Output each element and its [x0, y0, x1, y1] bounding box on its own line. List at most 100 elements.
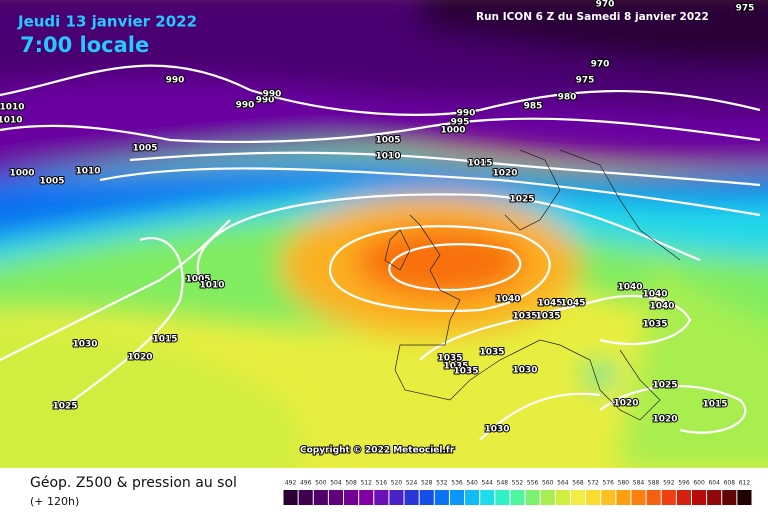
isobar-label: 1005	[132, 144, 157, 154]
copyright: Copyright © 2022 Meteociel.fr	[300, 446, 455, 456]
isobar-label: 1025	[509, 195, 534, 205]
isobar-label: 1025	[52, 402, 77, 412]
scale-label: 608	[724, 480, 736, 487]
date-text: Jeudi 13 janvier 2022	[17, 13, 197, 31]
isobar-label: 990	[256, 96, 275, 106]
scale-label: 596	[678, 480, 690, 487]
color-scale: 492 496 500 504 508 512 516 520 524 528 532 536 540 5…	[283, 480, 752, 505]
isobar-label: 1005	[185, 275, 210, 285]
scale-label: 504	[330, 480, 342, 487]
scale-swatch	[631, 490, 646, 505]
scale-label: 536	[451, 480, 463, 487]
scale-swatch	[495, 490, 510, 505]
isobar-label: 1015	[152, 335, 177, 345]
isobar-label: 1020	[127, 353, 152, 363]
scale-label: 612	[739, 480, 751, 487]
scale-label: 524	[406, 480, 418, 487]
scale-label: 520	[391, 480, 403, 487]
scale-swatch	[616, 490, 631, 505]
scale-swatch	[298, 490, 313, 505]
isobar-label: 1045	[560, 299, 585, 309]
time-text: 7:00 locale	[20, 33, 149, 57]
scale-swatch	[313, 490, 328, 505]
scale-label: 500	[315, 480, 327, 487]
isobar-label: 1020	[652, 415, 677, 425]
isobar-label: 985	[524, 102, 543, 112]
isobar-label: 1030	[512, 366, 537, 376]
isobar-label: 980	[558, 93, 577, 103]
isobar-label: 1040	[617, 283, 642, 293]
isobar-label: 990	[263, 90, 282, 100]
scale-label: 580	[618, 480, 630, 487]
scale-swatch	[434, 490, 449, 505]
isobar-label: 1015	[467, 159, 492, 169]
isobar-label: 990	[457, 109, 476, 119]
scale-label: 528	[421, 480, 433, 487]
scale-swatch	[344, 490, 359, 505]
scale-swatch	[328, 490, 344, 505]
isobar-label: 1040	[642, 290, 667, 300]
scale-label: 552	[512, 480, 524, 487]
scale-label: 556	[527, 480, 539, 487]
scale-label: 496	[300, 480, 312, 487]
coastlines	[384, 149, 681, 421]
scale-swatch	[737, 490, 752, 505]
field	[0, 0, 768, 468]
scale-label: 492	[285, 480, 297, 487]
scale-label: 532	[436, 480, 448, 487]
scale-swatch	[586, 490, 601, 505]
scale-swatch	[525, 490, 540, 505]
isobar-label: 1020	[613, 399, 638, 409]
scale-label: 572	[587, 480, 599, 487]
scale-swatch	[691, 490, 707, 505]
scale-label: 604	[708, 480, 720, 487]
scale-label: 600	[693, 480, 705, 487]
isobar-label: 970	[596, 0, 615, 10]
scale-swatch	[404, 490, 419, 505]
scale-swatch	[570, 490, 586, 505]
isobar-label: 1000	[440, 126, 465, 136]
scale-swatch	[449, 490, 465, 505]
scale-swatch	[707, 490, 722, 505]
isobar-label: 1010	[0, 103, 25, 113]
scale-label: 548	[497, 480, 509, 487]
scale-label: 588	[648, 480, 660, 487]
scale-label: 540	[466, 480, 478, 487]
isobar-label: 1045	[537, 299, 562, 309]
scale-label: 560	[542, 480, 554, 487]
isobar-lines	[0, 64, 761, 441]
isobar-label: 1010	[0, 116, 23, 126]
isobar-label: 995	[451, 118, 470, 128]
scale-label: 568	[572, 480, 584, 487]
isobar-label: 1030	[72, 340, 97, 350]
isobar-label: 975	[736, 4, 755, 14]
scale-label: 516	[376, 480, 388, 487]
isobar-label: 1035	[642, 320, 667, 330]
scale-swatch	[646, 490, 661, 505]
isobar-label: 1005	[375, 136, 400, 146]
footer-title: Géop. Z500 & pression au sol	[30, 475, 237, 491]
isobar-label: 970	[591, 60, 610, 70]
scale-swatch	[722, 490, 737, 505]
scale-label: 544	[482, 480, 494, 487]
scale-label: 576	[603, 480, 615, 487]
isobar-label: 1025	[652, 381, 677, 391]
isobar-label: 1035	[443, 362, 468, 372]
isobar-label: 1040	[495, 295, 520, 305]
isobar-label: 990	[166, 76, 185, 86]
isobar-label: 1035	[479, 348, 504, 358]
isobar-label: 1010	[75, 167, 100, 177]
isobar-label: 1040	[649, 302, 674, 312]
scale-swatch	[510, 490, 525, 505]
scale-swatch	[480, 490, 495, 505]
isobar-label: 1035	[437, 354, 462, 364]
scale-label: 564	[557, 480, 569, 487]
scale-label: 584	[633, 480, 645, 487]
scale-swatch	[465, 490, 480, 505]
isobar-label: 1035	[512, 312, 537, 322]
scale-label: 512	[360, 480, 372, 487]
footer-lead: (+ 120h)	[30, 495, 79, 508]
